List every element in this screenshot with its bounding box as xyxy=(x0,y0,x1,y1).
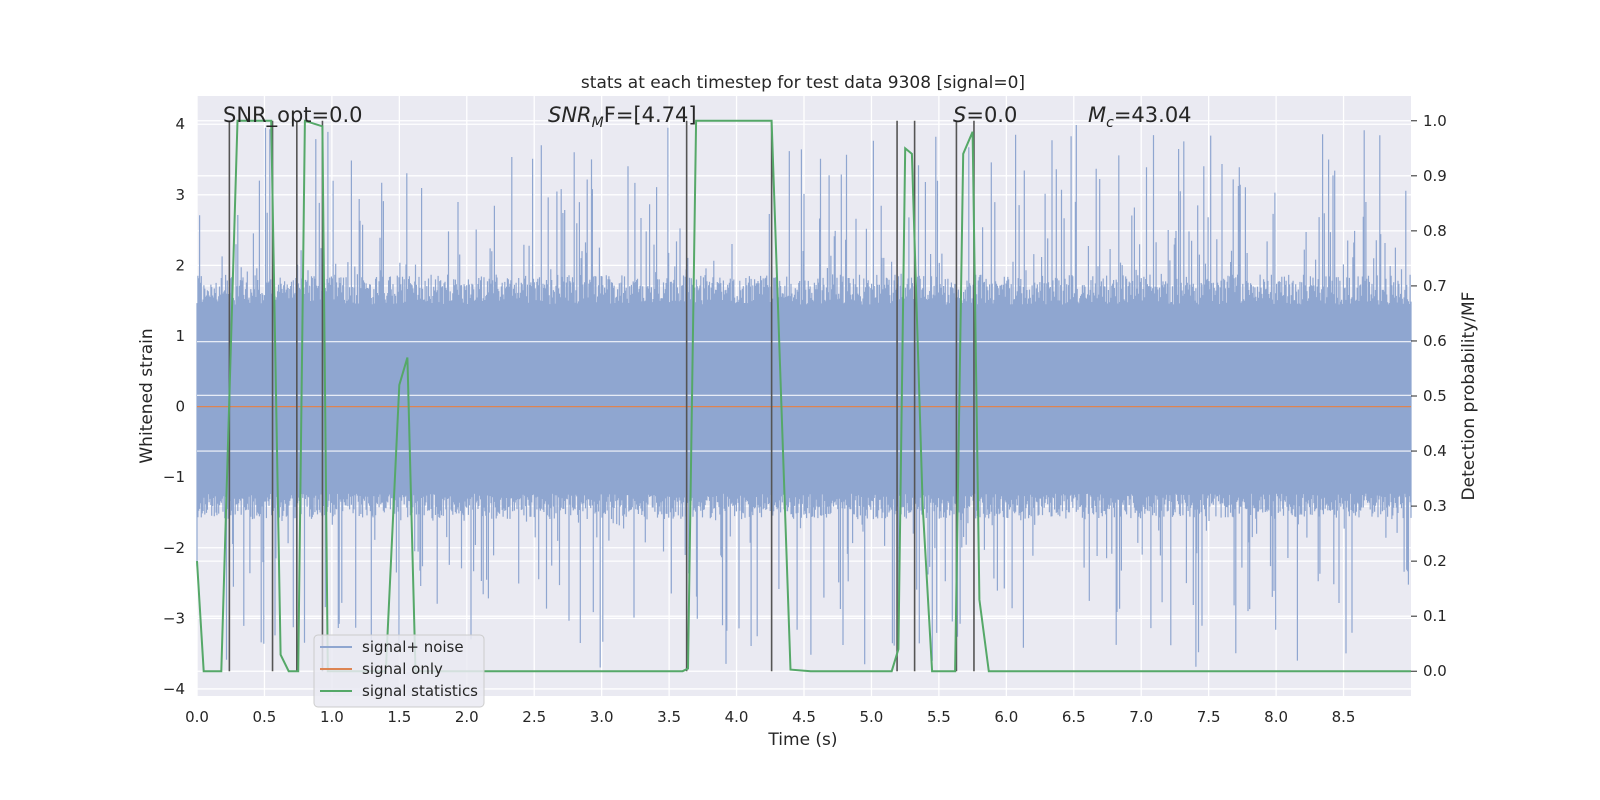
mc-base: M xyxy=(1088,103,1106,127)
y-right-tick-label: 0.1 xyxy=(1423,607,1447,625)
y-tick-label: 1 xyxy=(175,327,185,345)
y-tick-label: 4 xyxy=(175,115,185,133)
x-tick-label: 8.5 xyxy=(1332,708,1356,726)
snr-mf-base: SNR xyxy=(548,103,592,127)
y-tick-label: −4 xyxy=(163,680,185,698)
annotation-snr-mf: SNRMF=[4.74] xyxy=(548,103,697,131)
snr-mf-rest: F=[4.74] xyxy=(604,103,697,127)
x-tick-label: 6.0 xyxy=(994,708,1018,726)
legend-label-noise: signal+ noise xyxy=(362,638,464,656)
y-tick-label: −1 xyxy=(163,468,185,486)
signal-noise-series xyxy=(196,125,1412,668)
y-axis-right-ticks: 0.0 0.1 0.2 0.3 0.4 0.5 0.6 0.7 0.8 0.9 1.0 xyxy=(1411,112,1447,680)
x-tick-label: 5.5 xyxy=(927,708,951,726)
x-tick-label: 2.0 xyxy=(455,708,479,726)
x-tick-label: 7.0 xyxy=(1129,708,1153,726)
x-tick-label: 7.5 xyxy=(1197,708,1221,726)
signal-statistics-series xyxy=(196,119,1411,673)
legend-label-stats: signal statistics xyxy=(362,682,478,700)
y-right-tick-label: 0.2 xyxy=(1423,552,1447,570)
x-tick-label: 5.0 xyxy=(860,708,884,726)
x-tick-label: 6.5 xyxy=(1062,708,1086,726)
y-tick-label: 0 xyxy=(175,398,185,416)
x-tick-label: 3.0 xyxy=(590,708,614,726)
x-tick-label: 0.0 xyxy=(185,708,209,726)
x-tick-label: 0.5 xyxy=(253,708,277,726)
y-right-tick-label: 0.9 xyxy=(1423,167,1447,185)
annotation-s: S=0.0 xyxy=(953,103,1017,127)
y-axis-label: Whitened strain xyxy=(137,328,157,463)
x-tick-label: 4.5 xyxy=(792,708,816,726)
legend-label-signal: signal only xyxy=(362,660,443,678)
chart-title: stats at each timestep for test data 930… xyxy=(581,73,1025,93)
x-tick-label: 3.5 xyxy=(657,708,681,726)
legend-box xyxy=(313,634,485,708)
mc-sub: c xyxy=(1106,115,1114,131)
y-tick-label: 2 xyxy=(175,256,185,274)
y-right-tick-label: 1.0 xyxy=(1423,112,1447,130)
x-tick-label: 4.0 xyxy=(725,708,749,726)
legend: signal+ noise signal only signal statist… xyxy=(313,634,485,708)
y-right-tick-label: 0.6 xyxy=(1423,332,1447,350)
annotation-mc: Mc=43.04 xyxy=(1088,103,1192,131)
y-right-tick-label: 0.3 xyxy=(1423,497,1447,515)
y-right-tick-label: 0.7 xyxy=(1423,277,1447,295)
x-tick-label: 1.0 xyxy=(320,708,344,726)
y-tick-label: −2 xyxy=(163,539,185,557)
y-axis-right-label: Detection probability/MF xyxy=(1459,292,1479,501)
mc-value: =43.04 xyxy=(1114,103,1192,127)
snr-mf-sub: M xyxy=(592,115,604,131)
y-right-tick-label: 0.0 xyxy=(1423,662,1447,680)
stats-line xyxy=(196,119,1411,673)
annotation-snr-opt: SNR_opt=0.0 xyxy=(223,103,363,128)
s-label: S xyxy=(953,103,966,127)
x-axis-ticks: 0.0 0.5 1.0 1.5 2.0 2.5 3.0 3.5 4.0 4.5 5.0 5.5 6.0 6… xyxy=(185,708,1355,726)
y-tick-label: −3 xyxy=(163,609,185,627)
y-right-tick-label: 0.8 xyxy=(1423,222,1447,240)
y-tick-label: 3 xyxy=(175,186,185,204)
x-axis-label: Time (s) xyxy=(767,730,837,750)
y-right-tick-label: 0.5 xyxy=(1423,387,1447,405)
y-axis-ticks: −4 −3 −2 −1 0 1 2 3 4 xyxy=(163,115,185,698)
x-tick-label: 1.5 xyxy=(387,708,411,726)
s-value: =0.0 xyxy=(966,103,1017,127)
x-tick-label: 2.5 xyxy=(522,708,546,726)
x-tick-label: 8.0 xyxy=(1264,708,1288,726)
y-right-tick-label: 0.4 xyxy=(1423,442,1447,460)
